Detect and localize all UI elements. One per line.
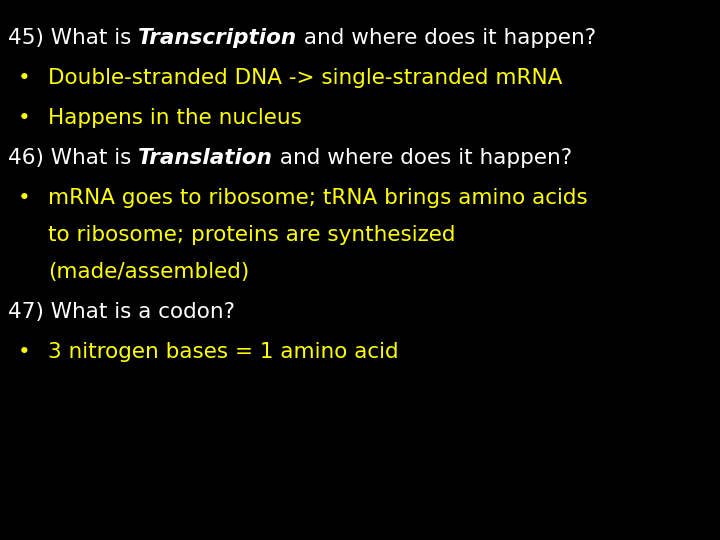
Text: •: • (18, 108, 31, 128)
Text: •: • (18, 188, 31, 208)
Text: Double-stranded DNA -> single-stranded mRNA: Double-stranded DNA -> single-stranded m… (48, 68, 562, 88)
Text: (made/assembled): (made/assembled) (48, 262, 249, 282)
Text: 3 nitrogen bases = 1 amino acid: 3 nitrogen bases = 1 amino acid (48, 342, 399, 362)
Text: to ribosome; proteins are synthesized: to ribosome; proteins are synthesized (48, 225, 456, 245)
Text: •: • (18, 68, 31, 88)
Text: Transcription: Transcription (138, 28, 297, 48)
Text: and where does it happen?: and where does it happen? (297, 28, 596, 48)
Text: Translation: Translation (138, 148, 273, 168)
Text: 47) What is a codon?: 47) What is a codon? (8, 302, 235, 322)
Text: 46) What is: 46) What is (8, 148, 138, 168)
Text: mRNA goes to ribosome; tRNA brings amino acids: mRNA goes to ribosome; tRNA brings amino… (48, 188, 588, 208)
Text: Happens in the nucleus: Happens in the nucleus (48, 108, 302, 128)
Text: •: • (18, 342, 31, 362)
Text: and where does it happen?: and where does it happen? (273, 148, 572, 168)
Text: 45) What is: 45) What is (8, 28, 138, 48)
